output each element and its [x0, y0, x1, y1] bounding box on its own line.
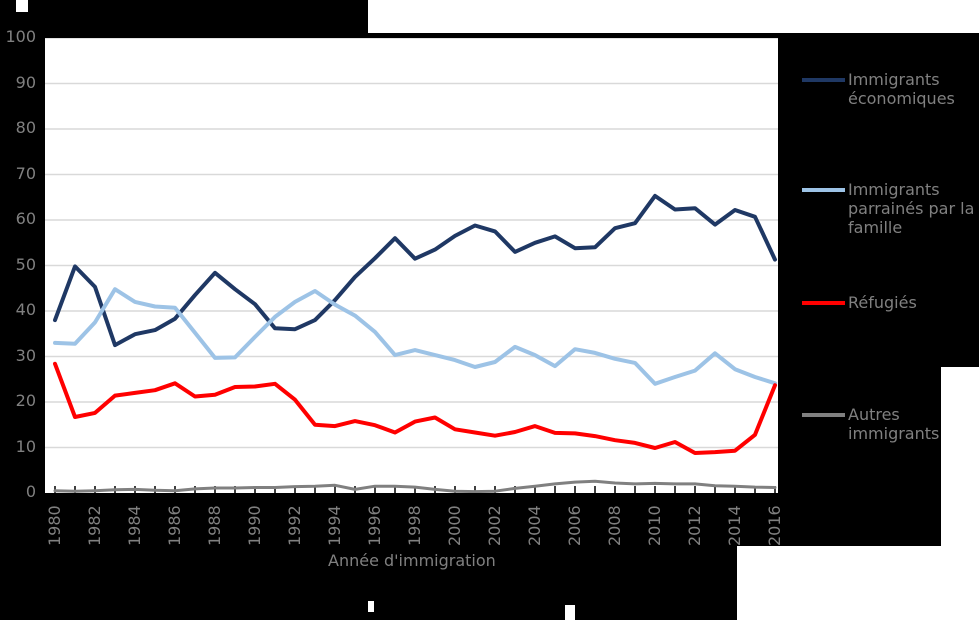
x-tick-label: 2006: [565, 505, 584, 546]
legend-label: Autres immigrants: [848, 405, 939, 443]
x-tick-label: 1982: [85, 505, 104, 546]
x-tick-label: 2004: [525, 505, 544, 546]
x-tick-label: 1994: [325, 505, 344, 546]
white-patch-bottom-tick: [368, 601, 374, 612]
legend-line-swatch: [802, 413, 845, 417]
y-tick-label: 90: [15, 72, 36, 92]
y-tick-label: 70: [15, 163, 36, 183]
y-tick-label: 10: [15, 436, 36, 456]
legend-label-line: parrainés par la: [848, 199, 975, 218]
y-tick-label: 30: [15, 345, 36, 365]
legend-item: Immigrants économiques: [802, 70, 955, 108]
x-tick-label: 1998: [405, 505, 424, 546]
series-line: [53, 193, 777, 348]
x-tick-label: 1980: [45, 505, 64, 546]
x-tick-label: 1992: [285, 505, 304, 546]
series-line: [53, 361, 777, 455]
x-tick-label: 1990: [245, 505, 264, 546]
x-tick-label: 2008: [605, 505, 624, 546]
y-tick-label: 20: [15, 391, 36, 410]
x-tick-label: 2010: [645, 505, 664, 546]
legend-label-line: immigrants: [848, 424, 940, 443]
legend-label: Immigrants parrainés par la famille: [848, 180, 974, 237]
legend-item: Réfugiés: [802, 293, 917, 312]
legend-label: Immigrants économiques: [848, 70, 955, 108]
white-patch-bottom-right: [737, 546, 979, 620]
y-tick-label: 0: [25, 482, 36, 501]
y-tick-label: 40: [15, 300, 36, 319]
plot-area: [45, 38, 778, 493]
white-patch-corner-square: [16, 0, 28, 12]
y-tick-label: 80: [15, 118, 36, 137]
legend-label-line: Autres: [848, 405, 900, 424]
plot-lines-svg: [45, 38, 778, 493]
legend-label: Réfugiés: [848, 293, 917, 312]
legend-item: Autres immigrants: [802, 405, 939, 443]
x-tick-label: 1988: [205, 505, 224, 546]
series-line: [53, 287, 777, 386]
legend-label-line: économiques: [848, 89, 955, 108]
y-tick-label: 50: [15, 254, 36, 274]
legend-label-line: Immigrants: [848, 180, 940, 199]
x-tick-label: 1984: [125, 505, 144, 546]
x-tick-label: 1986: [165, 505, 184, 546]
legend-line-swatch: [802, 188, 845, 192]
series-line: [53, 479, 777, 493]
legend-label-line: Réfugiés: [848, 293, 917, 312]
white-patch-top-right: [368, 0, 979, 33]
x-axis-title: Année d'immigration: [328, 551, 496, 570]
legend-item: Immigrants parrainés par la famille: [802, 180, 974, 237]
legend-line-swatch: [802, 301, 845, 305]
white-patch-bottom-square: [565, 605, 575, 620]
y-tick-label: 60: [15, 209, 36, 228]
x-tick-label: 2014: [725, 505, 744, 546]
legend-line-swatch: [802, 78, 845, 82]
x-tick-label: 2000: [445, 505, 464, 546]
y-tick-label: 100: [5, 27, 36, 46]
x-tick-label: 1996: [365, 505, 384, 546]
legend-label-line: Immigrants: [848, 70, 940, 89]
x-tick-label: 2012: [685, 505, 704, 546]
x-tick-label: 2016: [765, 505, 784, 546]
x-tick-label: 2002: [485, 505, 504, 546]
legend-label-line: famille: [848, 218, 903, 237]
